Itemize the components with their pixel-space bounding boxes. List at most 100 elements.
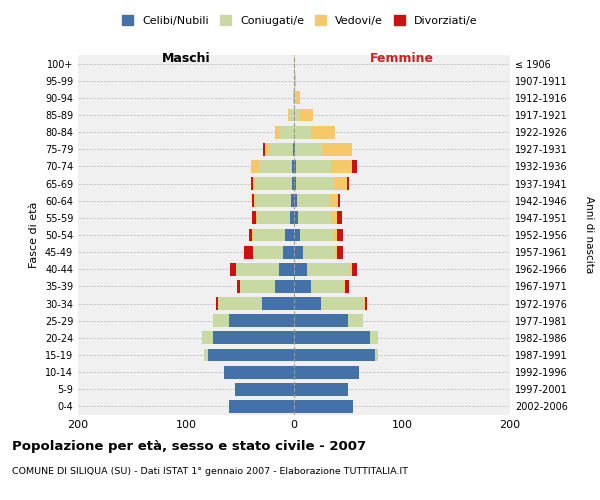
Bar — [302, 246, 335, 258]
Bar — [296, 160, 331, 173]
Bar — [237, 280, 240, 293]
Bar — [294, 92, 296, 104]
Bar — [292, 160, 294, 173]
Bar — [244, 246, 253, 258]
Bar — [294, 400, 353, 413]
Bar — [255, 177, 292, 190]
Bar — [229, 400, 294, 413]
Bar — [294, 348, 375, 362]
Bar — [295, 74, 296, 87]
Bar — [283, 246, 294, 258]
Bar — [269, 143, 293, 156]
Bar — [252, 212, 256, 224]
Bar — [331, 160, 352, 173]
Bar — [294, 366, 359, 378]
Bar — [286, 228, 294, 241]
Bar — [275, 280, 294, 293]
Y-axis label: Fasce di età: Fasce di età — [29, 202, 39, 268]
Text: COMUNE DI SILIQUA (SU) - Dati ISTAT 1° gennaio 2007 - Elaborazione TUTTITALIA.IT: COMUNE DI SILIQUA (SU) - Dati ISTAT 1° g… — [12, 468, 408, 476]
Bar — [334, 177, 347, 190]
Bar — [294, 280, 311, 293]
Bar — [296, 92, 301, 104]
Bar — [348, 314, 363, 327]
Bar — [375, 348, 378, 362]
Bar — [213, 332, 294, 344]
Bar — [216, 297, 218, 310]
Bar — [301, 228, 333, 241]
Bar — [364, 297, 365, 310]
Bar — [365, 297, 367, 310]
Bar — [253, 177, 255, 190]
Bar — [294, 74, 295, 87]
Bar — [254, 194, 256, 207]
Bar — [251, 160, 259, 173]
Bar — [347, 177, 349, 190]
Bar — [262, 297, 294, 310]
Bar — [294, 314, 348, 327]
Bar — [294, 246, 302, 258]
Bar — [329, 194, 338, 207]
Bar — [290, 212, 294, 224]
Bar — [345, 280, 349, 293]
Bar — [248, 228, 252, 241]
Bar — [202, 332, 213, 344]
Bar — [240, 280, 275, 293]
Bar — [337, 228, 343, 241]
Bar — [331, 212, 337, 224]
Bar — [294, 126, 311, 138]
Bar — [251, 177, 253, 190]
Bar — [296, 177, 334, 190]
Bar — [294, 160, 296, 173]
Bar — [321, 297, 364, 310]
Bar — [294, 177, 296, 190]
Bar — [208, 348, 294, 362]
Bar — [350, 263, 352, 276]
Bar — [252, 194, 254, 207]
Bar — [322, 143, 352, 156]
Bar — [213, 314, 229, 327]
Bar — [294, 297, 321, 310]
Bar — [256, 212, 257, 224]
Bar — [279, 263, 294, 276]
Bar — [370, 332, 378, 344]
Text: Femmine: Femmine — [370, 52, 434, 64]
Bar — [294, 108, 301, 122]
Bar — [290, 108, 294, 122]
Bar — [333, 228, 337, 241]
Bar — [257, 212, 290, 224]
Bar — [337, 246, 343, 258]
Bar — [294, 143, 295, 156]
Bar — [259, 160, 292, 173]
Text: Maschi: Maschi — [161, 52, 211, 64]
Bar — [297, 194, 329, 207]
Bar — [307, 263, 350, 276]
Bar — [293, 92, 294, 104]
Bar — [224, 366, 294, 378]
Bar — [263, 143, 265, 156]
Bar — [235, 383, 294, 396]
Text: Popolazione per età, sesso e stato civile - 2007: Popolazione per età, sesso e stato civil… — [12, 440, 366, 453]
Y-axis label: Anni di nascita: Anni di nascita — [584, 196, 595, 274]
Bar — [279, 126, 294, 138]
Bar — [253, 228, 286, 241]
Bar — [265, 143, 269, 156]
Bar — [344, 280, 345, 293]
Bar — [229, 314, 294, 327]
Bar — [294, 212, 298, 224]
Bar — [253, 246, 283, 258]
Bar — [287, 108, 290, 122]
Legend: Celibi/Nubili, Coniugati/e, Vedovi/e, Divorziati/e: Celibi/Nubili, Coniugati/e, Vedovi/e, Di… — [118, 10, 482, 30]
Bar — [301, 108, 313, 122]
Bar — [294, 194, 297, 207]
Bar — [352, 263, 356, 276]
Bar — [218, 297, 262, 310]
Bar — [311, 280, 344, 293]
Bar — [294, 263, 307, 276]
Bar — [292, 177, 294, 190]
Bar — [337, 212, 341, 224]
Bar — [295, 143, 322, 156]
Bar — [294, 383, 348, 396]
Bar — [311, 126, 335, 138]
Bar — [352, 160, 356, 173]
Bar — [236, 263, 279, 276]
